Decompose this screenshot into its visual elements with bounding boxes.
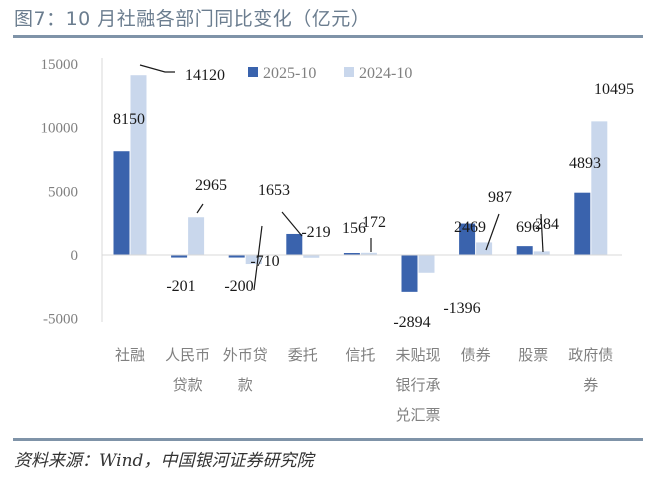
data-label: -710 [250, 253, 279, 270]
bar-2024-10 [245, 255, 262, 265]
bar-2025-10 [401, 255, 418, 292]
y-tick-label: 0 [71, 248, 79, 264]
legend-swatch-2024 [344, 67, 354, 77]
data-label: 172 [362, 214, 386, 231]
x-category-label: 信托 [345, 346, 375, 364]
leader-line [139, 64, 175, 73]
bar-2024-10 [533, 251, 550, 255]
x-category-label: 人民币 [165, 346, 210, 364]
title-rule [13, 35, 643, 38]
y-tick-label: 10000 [41, 121, 79, 137]
legend-label-2025: 2025-10 [263, 65, 316, 82]
data-label: 10495 [594, 81, 634, 98]
data-label: -201 [166, 278, 195, 295]
bar-2025-10 [574, 192, 591, 255]
leader-line [540, 213, 544, 253]
x-category-label: 股票 [518, 346, 548, 364]
data-label: -200 [224, 278, 253, 295]
bar-2024-10 [188, 217, 205, 255]
x-category-label: 债券 [461, 346, 491, 364]
bar-2024-10 [418, 255, 435, 273]
leader-line [196, 203, 204, 214]
legend-swatch-2025 [248, 67, 258, 77]
chart-title: 图7：10 月社融各部门同比变化（亿元） [14, 8, 371, 30]
data-label: -219 [301, 224, 330, 241]
data-label: 14120 [185, 67, 225, 84]
bar-2025-10 [459, 223, 476, 255]
data-label: 8150 [113, 111, 145, 128]
bar-2024-10 [303, 255, 320, 258]
leader-lines [139, 64, 544, 291]
data-label: -2894 [393, 314, 430, 331]
bar-chart: 15000 10000 5000 0 -5000 8150 -201 -200 1653 156… [41, 57, 635, 424]
x-category-label: 未贴现 [395, 346, 440, 364]
x-category-label: 券 [583, 376, 598, 394]
x-category-label: 委托 [288, 346, 318, 364]
bar-2025-10 [343, 253, 360, 255]
data-label: 696 [516, 219, 540, 236]
x-category-label: 社融 [115, 346, 145, 364]
x-category-label: 外币贷 [223, 346, 268, 364]
data-label: 2965 [195, 177, 227, 194]
data-labels: 8150 -201 -200 1653 156 -2894 2469 696 4893 14120… [113, 67, 634, 331]
bar-2025-10 [228, 255, 245, 258]
x-category-label: 兑汇票 [395, 406, 440, 424]
x-category-label: 款 [238, 376, 253, 394]
bar-2024-10 [476, 242, 493, 255]
source-rule [13, 438, 643, 441]
legend-label-2024: 2024-10 [359, 65, 412, 82]
bar-2024-10 [591, 121, 608, 255]
bar-2025-10 [286, 233, 303, 255]
bars [113, 75, 608, 292]
legend: 2025-10 2024-10 [248, 65, 412, 82]
x-category-label: 政府债 [568, 346, 613, 364]
y-tick-label: -5000 [43, 312, 78, 328]
y-tick-label: 15000 [41, 57, 79, 73]
bar-2024-10 [360, 252, 377, 255]
data-label: 1653 [258, 182, 290, 199]
data-label: 2469 [454, 219, 486, 236]
x-category-label: 银行承 [395, 376, 440, 394]
leader-line [485, 213, 500, 251]
y-tick-label: 5000 [48, 184, 78, 200]
bar-2025-10 [516, 246, 533, 255]
bar-2024-10 [130, 75, 147, 256]
bar-2025-10 [113, 151, 130, 255]
data-label: -1396 [443, 300, 480, 317]
data-label: 987 [488, 189, 512, 206]
x-category-label: 贷款 [173, 376, 203, 394]
bar-2025-10 [171, 255, 188, 258]
data-label: 156 [342, 220, 366, 237]
leader-line [281, 211, 303, 237]
data-label: 284 [535, 216, 559, 233]
data-label: 4893 [569, 155, 601, 172]
leader-line [253, 225, 263, 291]
y-axis-ticks: 15000 10000 5000 0 -5000 [41, 57, 79, 328]
source-note: 资料来源：Wind，中国银河证券研究院 [14, 451, 314, 471]
